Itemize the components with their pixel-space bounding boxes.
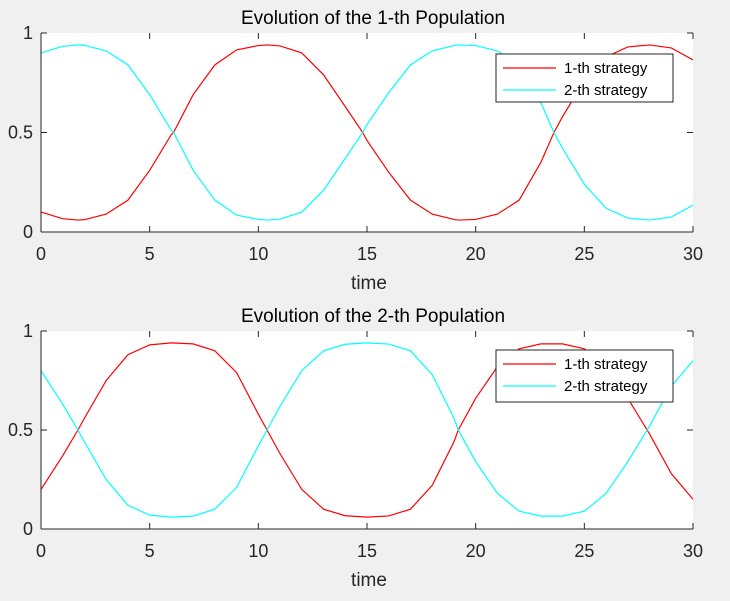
- x-tick-label: 20: [466, 244, 486, 264]
- y-tick-label: 0: [23, 519, 33, 539]
- x-axis-label: time: [351, 570, 387, 591]
- y-tick-label: 1: [23, 23, 33, 43]
- x-tick-label: 10: [248, 244, 268, 264]
- legend-label-2: 2-th strategy: [564, 82, 648, 99]
- x-tick-label: 25: [574, 541, 594, 561]
- y-tick-label: 0: [23, 222, 33, 242]
- chart-title: Evolution of the 2-th Population: [241, 306, 505, 327]
- legend-label-2: 2-th strategy: [564, 378, 648, 395]
- x-tick-label: 0: [36, 541, 46, 561]
- legend-label-1: 1-th strategy: [564, 60, 648, 77]
- series-line-2: [40, 44, 694, 221]
- series-line-1: [40, 342, 694, 518]
- y-tick-label: 0.5: [8, 420, 33, 440]
- y-tick-label: 0.5: [8, 123, 33, 143]
- x-tick-label: 30: [683, 541, 703, 561]
- x-tick-label: 5: [145, 541, 155, 561]
- series-line-2: [40, 342, 694, 518]
- x-tick-label: 30: [683, 244, 703, 264]
- legend-box: [495, 349, 674, 403]
- x-tick-label: 15: [357, 244, 377, 264]
- legend-box: [495, 53, 674, 103]
- chart-2: 0 5 10 15 20 25 30 0 0.5 1 Evolution of the 2-th P…: [8, 306, 703, 591]
- x-tick-label: 0: [36, 244, 46, 264]
- x-axis-label: time: [351, 273, 387, 294]
- x-tick-label: 20: [466, 541, 486, 561]
- legend: 1-th strategy 2-th strategy: [495, 349, 674, 403]
- x-tick-label: 5: [145, 244, 155, 264]
- legend: 1-th strategy 2-th strategy: [495, 53, 674, 103]
- x-tick-label: 15: [357, 541, 377, 561]
- chart-1: 0 5 10 15 20 25 30 0 0.5 1 Evolution of the 1-th P…: [8, 8, 703, 294]
- y-tick-label: 1: [23, 321, 33, 341]
- chart-title: Evolution of the 1-th Population: [241, 8, 505, 29]
- legend-label-1: 1-th strategy: [564, 356, 648, 373]
- x-tick-label: 10: [248, 541, 268, 561]
- x-tick-label: 25: [574, 244, 594, 264]
